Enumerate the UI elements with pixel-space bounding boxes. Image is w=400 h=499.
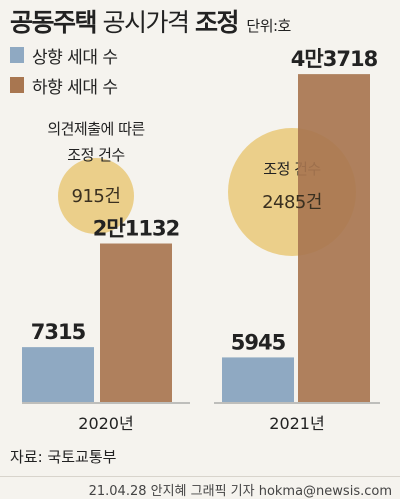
bar-1-1 bbox=[298, 74, 370, 403]
bubble-caption-0-1: 조정 건수 bbox=[67, 146, 124, 164]
credit-text: 21.04.28 안지혜 그래픽 기자 hokma@newsis.com bbox=[88, 484, 392, 499]
bubble-caption-0-0: 의견제출에 따른 bbox=[47, 120, 145, 138]
bar-1-0 bbox=[100, 243, 172, 402]
title-part1: 공동주택 bbox=[10, 8, 98, 37]
footer: 21.04.28 안지혜 그래픽 기자 hokma@newsis.com bbox=[0, 476, 400, 499]
bubble-value-0: 915건 bbox=[72, 186, 121, 207]
legend-label-up: 상향 세대 수 bbox=[32, 47, 118, 68]
unit-label: 단위:호 bbox=[246, 17, 291, 35]
category-label-0: 2020년 bbox=[78, 414, 133, 433]
bar-value-label-1-1: 4만3718 bbox=[291, 47, 378, 71]
legend-item-up: 상향 세대 수 bbox=[10, 44, 118, 68]
legend-swatch-up bbox=[10, 47, 24, 63]
legend-item-down: 하향 세대 수 bbox=[10, 74, 118, 98]
bar-0-0 bbox=[22, 347, 94, 402]
chart-title: 공동주택 공시가격 조정 단위:호 bbox=[10, 6, 291, 43]
category-label-1: 2021년 bbox=[269, 414, 324, 433]
bar-value-label-0-1: 5945 bbox=[231, 330, 286, 354]
title-part2: 공시가격 bbox=[102, 8, 190, 37]
bubble-0 bbox=[58, 158, 134, 234]
source-text: 자료: 국토교통부 bbox=[10, 448, 117, 466]
legend: 상향 세대 수 하향 세대 수 bbox=[10, 44, 118, 104]
legend-swatch-down bbox=[10, 77, 24, 93]
bar-0-1 bbox=[222, 357, 294, 402]
title-part3: 조정 bbox=[194, 8, 240, 37]
bubble-value-1: 2485건 bbox=[262, 192, 322, 213]
bar-value-label-1-0: 2만1132 bbox=[93, 217, 179, 241]
bar-value-label-0-0: 7315 bbox=[31, 320, 86, 344]
legend-label-down: 하향 세대 수 bbox=[32, 77, 118, 98]
